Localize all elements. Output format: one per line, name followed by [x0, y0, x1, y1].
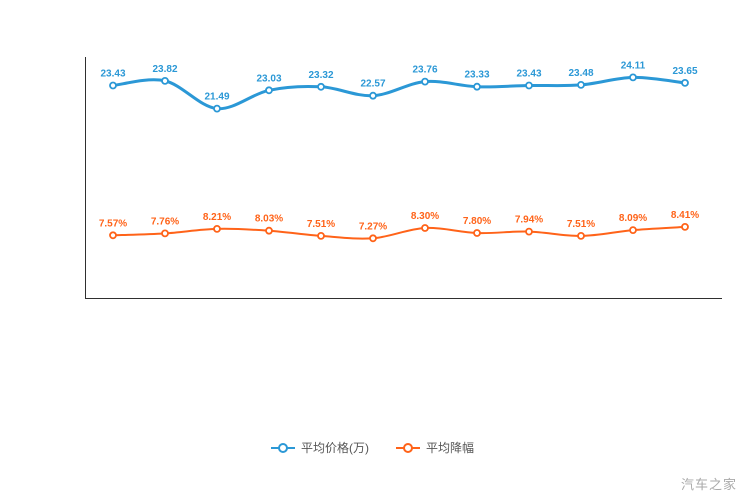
svg-text:21.49: 21.49: [204, 92, 229, 103]
svg-text:8.41%: 8.41%: [671, 210, 699, 221]
svg-text:23.82: 23.82: [152, 64, 177, 75]
svg-text:8.03%: 8.03%: [255, 214, 283, 225]
chart-svg: 23.43 23.82 21.49 23.03 23.32 22.57 23.76 23.33…: [85, 57, 722, 299]
legend: 平均价格(万) 平均降幅: [0, 441, 744, 455]
svg-text:7.27%: 7.27%: [359, 221, 387, 232]
svg-text:23.43: 23.43: [516, 69, 541, 80]
svg-text:8.30%: 8.30%: [411, 211, 439, 222]
svg-text:23.76: 23.76: [412, 65, 437, 76]
legend-label-average-discount: 平均降幅: [425, 441, 474, 455]
svg-text:7.57%: 7.57%: [99, 218, 127, 229]
svg-text:23.03: 23.03: [256, 73, 281, 84]
svg-text:8.21%: 8.21%: [203, 212, 231, 223]
legend-label-average-price: 平均价格(万): [300, 441, 369, 455]
svg-text:23.65: 23.65: [672, 66, 697, 77]
line-circle-icon: [270, 443, 295, 453]
svg-text:23.48: 23.48: [568, 68, 593, 79]
svg-text:22.57: 22.57: [360, 79, 385, 90]
legend-item-average-discount[interactable]: 平均降幅: [395, 441, 474, 455]
legend-item-average-price[interactable]: 平均价格(万): [270, 441, 369, 455]
svg-text:7.51%: 7.51%: [567, 219, 595, 230]
svg-text:8.09%: 8.09%: [619, 213, 647, 224]
svg-text:7.80%: 7.80%: [463, 216, 491, 227]
line-circle-icon: [395, 443, 420, 453]
svg-text:7.94%: 7.94%: [515, 215, 543, 226]
svg-text:23.32: 23.32: [308, 70, 333, 81]
watermark-text: 汽车之家: [680, 477, 737, 492]
svg-text:23.43: 23.43: [100, 69, 125, 80]
svg-text:23.33: 23.33: [464, 70, 489, 81]
svg-text:7.51%: 7.51%: [307, 219, 335, 230]
svg-text:7.76%: 7.76%: [151, 216, 179, 227]
svg-text:24.11: 24.11: [621, 60, 646, 71]
